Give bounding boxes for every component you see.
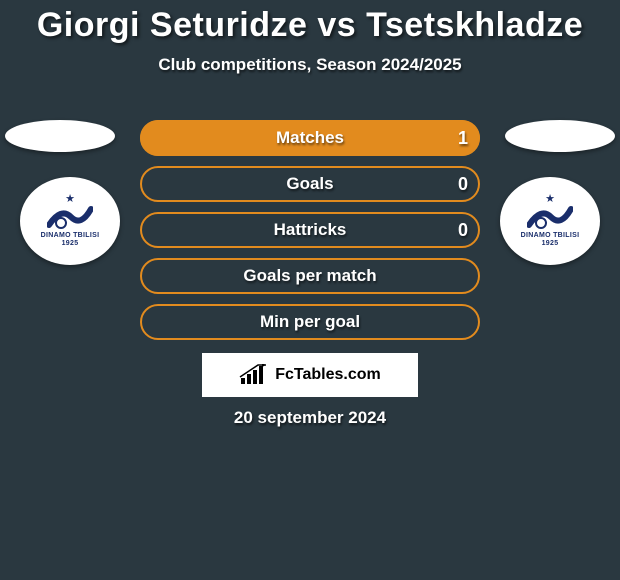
stat-row: Hattricks0 <box>140 212 480 248</box>
club-logo-icon <box>47 203 93 231</box>
stat-value-right: 0 <box>458 166 480 202</box>
stat-row: Goals0 <box>140 166 480 202</box>
attribution-badge: FcTables.com <box>202 353 418 397</box>
player-left-club-badge: ★ DINAMO TBILISI1925 <box>20 177 120 265</box>
snapshot-date: 20 september 2024 <box>0 408 620 428</box>
stat-row: Min per goal <box>140 304 480 340</box>
stat-track <box>140 212 480 248</box>
club-name-left: DINAMO TBILISI1925 <box>41 232 100 247</box>
stat-fill-right <box>140 120 480 156</box>
bar-chart-icon <box>239 364 269 386</box>
stat-track <box>140 304 480 340</box>
club-name-right: DINAMO TBILISI1925 <box>521 232 580 247</box>
player-right-avatar-placeholder <box>505 120 615 152</box>
player-right-club-badge: ★ DINAMO TBILISI1925 <box>500 177 600 265</box>
attribution-text: FcTables.com <box>275 366 381 384</box>
comparison-infographic: Giorgi Seturidze vs Tsetskhladze Club co… <box>0 0 620 580</box>
stat-bars: Matches1 Goals0 Hattricks0 Goals per match M… <box>140 120 480 350</box>
stat-value-right: 0 <box>458 212 480 248</box>
stat-row: Goals per match <box>140 258 480 294</box>
stat-row: Matches1 <box>140 120 480 156</box>
page-title: Giorgi Seturidze vs Tsetskhladze <box>0 0 620 45</box>
stat-track <box>140 258 480 294</box>
page-subtitle: Club competitions, Season 2024/2025 <box>0 55 620 75</box>
player-left-avatar-placeholder <box>5 120 115 152</box>
stat-value-right: 1 <box>458 120 480 156</box>
club-logo-icon <box>527 203 573 231</box>
stat-track <box>140 166 480 202</box>
